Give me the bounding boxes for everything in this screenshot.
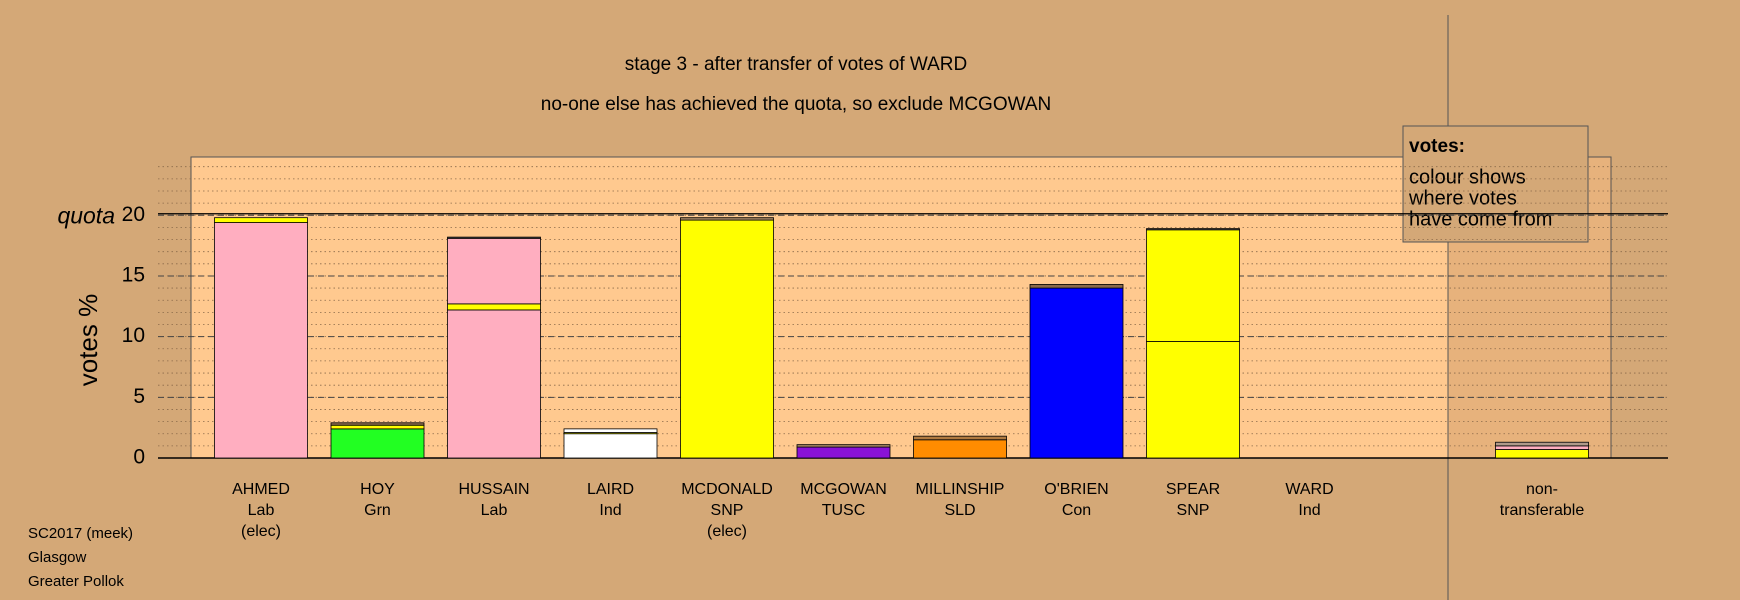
x-tick-label: SNP [1177, 502, 1210, 519]
bar-segment [680, 217, 774, 221]
footer-text: Glasgow [28, 549, 87, 566]
bar-segment [214, 222, 308, 459]
legend-text: where votes [1408, 187, 1517, 209]
chart-title: stage 3 - after transfer of votes of WAR… [625, 54, 967, 75]
x-tick-label: Lab [481, 502, 508, 519]
bar-segment [1495, 441, 1589, 447]
x-tick-label: SPEAR [1166, 481, 1220, 498]
bar-segment [1146, 229, 1240, 342]
x-tick-label: LAIRD [587, 481, 634, 498]
bar-segment [447, 303, 541, 311]
x-tick-label: HOY [360, 481, 395, 498]
bar-segment [330, 428, 425, 459]
x-tick-label: SLD [944, 502, 975, 519]
bar-segment [1146, 228, 1240, 231]
bar-segment [1495, 449, 1589, 459]
y-axis-label: votes % [73, 294, 103, 387]
x-tick-label: (elec) [707, 523, 747, 540]
legend-box [1402, 125, 1589, 243]
bar-segment [330, 422, 425, 426]
bar-segment [1495, 445, 1589, 450]
y-tick-label: 5 [133, 385, 145, 408]
bar-segment [796, 446, 891, 459]
plot-area [190, 156, 1612, 459]
bar-segment [214, 217, 308, 223]
legend-title: votes: [1409, 136, 1465, 157]
bar-segment [1029, 284, 1124, 289]
footer-text: SC2017 (meek) [28, 525, 133, 542]
bar-segment [447, 237, 541, 305]
x-tick-label: Lab [248, 502, 275, 519]
bar-segment [563, 433, 658, 459]
x-tick-label: transferable [1500, 502, 1585, 519]
bar-segment [447, 236, 541, 239]
x-tick-label: (elec) [241, 523, 281, 540]
quota-label: quota [57, 202, 115, 228]
bar-segment [796, 444, 891, 448]
x-tick-label: TUSC [822, 502, 866, 519]
bar-segment [447, 309, 541, 459]
x-tick-label: O'BRIEN [1044, 481, 1108, 498]
x-tick-label: AHMED [232, 481, 290, 498]
x-tick-label: WARD [1285, 481, 1333, 498]
x-tick-label: MCGOWAN [800, 481, 887, 498]
x-tick-label: HUSSAIN [458, 481, 529, 498]
legend-text: colour shows [1409, 166, 1526, 188]
bar-segment [913, 439, 1007, 459]
y-tick-label: 15 [122, 263, 145, 286]
bar-segment [680, 219, 774, 459]
bar-segment [1029, 287, 1124, 459]
x-tick-label: Ind [599, 502, 621, 519]
x-tick-label: SNP [711, 502, 744, 519]
x-tick-label: non- [1526, 481, 1558, 498]
y-tick-label: 0 [133, 446, 145, 469]
x-tick-label: MILLINSHIP [916, 481, 1005, 498]
x-tick-label: Ind [1298, 502, 1320, 519]
bar-segment [1146, 341, 1240, 459]
chart-subtitle: no-one else has achieved the quota, so e… [541, 94, 1051, 115]
legend-text: have come from [1409, 208, 1552, 230]
y-tick-label: 10 [122, 324, 145, 347]
bar-segment [330, 424, 425, 430]
x-tick-label: Grn [364, 502, 391, 519]
bar-segment [913, 435, 1007, 441]
x-tick-label: Con [1062, 502, 1091, 519]
y-tick-label: 20 [122, 203, 145, 226]
x-tick-label: MCDONALD [681, 481, 773, 498]
footer-text: Greater Pollok [28, 573, 124, 590]
bar-segment [563, 428, 658, 433]
